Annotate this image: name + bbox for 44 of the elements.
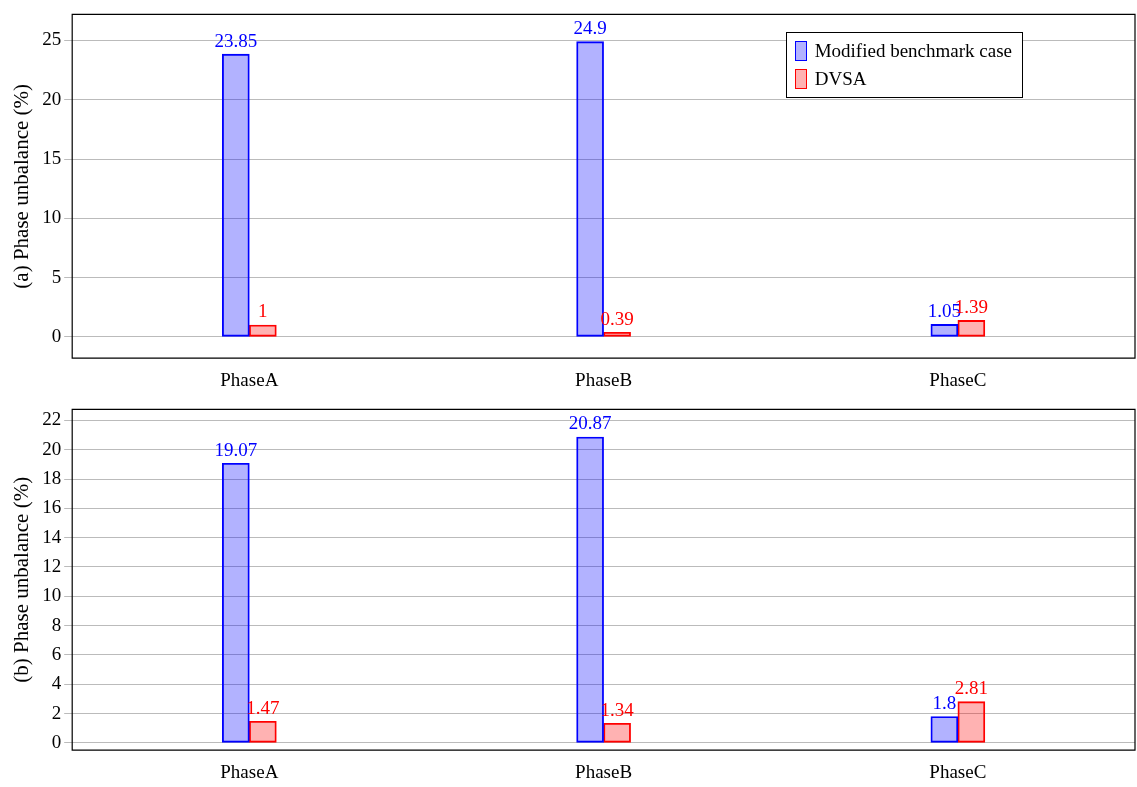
- x-tick-label: PhaseC: [929, 760, 987, 782]
- y-tick-label: 12: [42, 554, 62, 576]
- x-tick-label: PhaseB: [575, 760, 633, 782]
- x-tick-label: PhaseB: [575, 368, 633, 390]
- y-tick-label: 18: [42, 467, 62, 489]
- y-tick-label: 16: [42, 496, 62, 518]
- bar: [222, 53, 250, 337]
- legend-label: DVSA: [814, 67, 867, 92]
- y-tick-label: 15: [42, 147, 62, 169]
- data-label: 2.81: [954, 677, 988, 699]
- data-label: 20.87: [568, 412, 612, 434]
- y-tick-label: 8: [51, 613, 62, 635]
- data-label: 1: [258, 300, 268, 322]
- data-label: 19.07: [214, 438, 258, 460]
- y-tick-label: 20: [42, 87, 62, 109]
- legend-label: Modified benchmark case: [814, 39, 1012, 64]
- bar: [930, 716, 959, 743]
- x-tick-label: PhaseA: [220, 368, 279, 390]
- y-tick-label: 10: [42, 206, 62, 228]
- bar: [603, 722, 631, 743]
- bar: [249, 324, 277, 337]
- y-tick-label: 0: [51, 730, 62, 752]
- y-tick-label: 2: [51, 701, 62, 723]
- data-label: 24.9: [573, 17, 607, 39]
- bar: [930, 324, 959, 337]
- y-axis-title: (a) Phase unbalance (%): [9, 83, 34, 289]
- y-tick-label: 6: [51, 642, 62, 664]
- bar: [957, 701, 986, 743]
- bar: [249, 720, 277, 743]
- y-tick-label: 25: [42, 28, 62, 50]
- bar: [957, 320, 986, 337]
- x-tick-label: PhaseA: [220, 760, 279, 782]
- y-tick-label: 0: [51, 324, 62, 346]
- bar: [576, 436, 604, 743]
- bar: [222, 463, 250, 743]
- data-label: 23.85: [214, 29, 258, 51]
- x-tick-label: PhaseC: [929, 368, 987, 390]
- y-tick-label: 5: [51, 265, 62, 287]
- y-tick-label: 20: [42, 437, 62, 459]
- y-tick-label: 10: [42, 584, 62, 606]
- y-tick-label: 14: [42, 525, 62, 547]
- y-axis-title: (b) Phase unbalance (%): [9, 476, 34, 683]
- y-tick-label: 4: [51, 672, 62, 694]
- y-tick-label: 22: [42, 408, 62, 430]
